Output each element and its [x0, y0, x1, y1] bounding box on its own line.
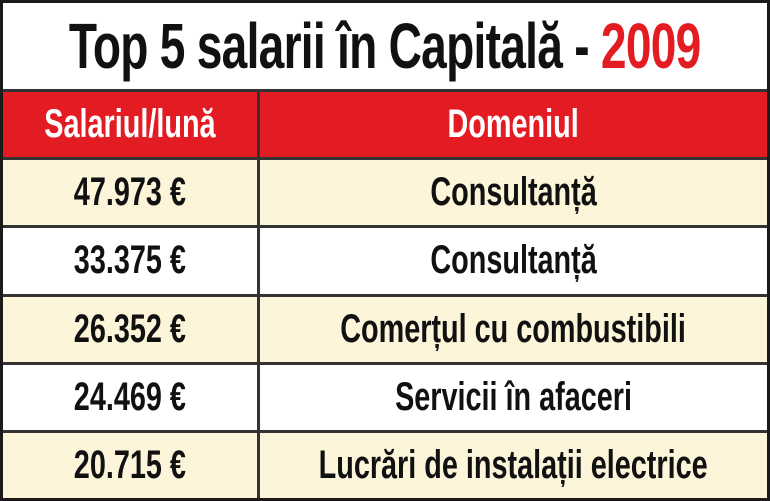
table-row: 26.352 € Comerțul cu combustibili — [3, 296, 767, 362]
domain-cell: Comerțul cu combustibili — [260, 296, 767, 362]
domain-cell: Servicii în afaceri — [260, 364, 767, 430]
salary-cell: 26.352 € — [3, 296, 257, 362]
title-bar: Top 5 salarii în Capitală - 2009 — [3, 3, 767, 89]
header-row: Salariul/lună Domeniul — [3, 92, 767, 158]
domain: Servicii în afaceri — [395, 374, 632, 419]
salary: 26.352 € — [73, 306, 187, 351]
domain-cell: Lucrări de instalații electrice — [260, 432, 767, 499]
header-cell: Domeniul — [260, 92, 767, 158]
salary-cell: 47.973 € — [3, 160, 257, 226]
table-row: 33.375 € Consultanță — [3, 228, 767, 294]
title-year: 2009 — [601, 10, 701, 82]
domain: Comerțul cu combustibili — [340, 306, 687, 351]
salary-cell: 33.375 € — [3, 228, 257, 294]
header-cell: Salariul/lună — [3, 92, 257, 158]
table-row: 24.469 € Servicii în afaceri — [3, 364, 767, 430]
table-row: 47.973 € Consultanță — [3, 160, 767, 226]
title: Top 5 salarii în Capitală - 2009 — [69, 9, 701, 83]
domain-cell: Consultanță — [260, 228, 767, 294]
salary-cell: 20.715 € — [3, 432, 257, 499]
salary: 20.715 € — [73, 442, 187, 487]
salary-cell: 24.469 € — [3, 364, 257, 430]
header-text: Salariul/lună — [44, 102, 216, 147]
salary: 24.469 € — [73, 374, 187, 419]
domain: Lucrări de instalații electrice — [319, 442, 708, 487]
domain: Consultanță — [430, 170, 597, 215]
table-row: 20.715 € Lucrări de instalații electrice — [3, 432, 767, 499]
domain: Consultanță — [430, 238, 597, 283]
domain-cell: Consultanță — [260, 160, 767, 226]
title-text: Top 5 salarii în Capitală - — [69, 10, 590, 82]
salary: 47.973 € — [73, 170, 187, 215]
header-text: Domeniul — [447, 102, 580, 147]
salary: 33.375 € — [73, 238, 187, 283]
